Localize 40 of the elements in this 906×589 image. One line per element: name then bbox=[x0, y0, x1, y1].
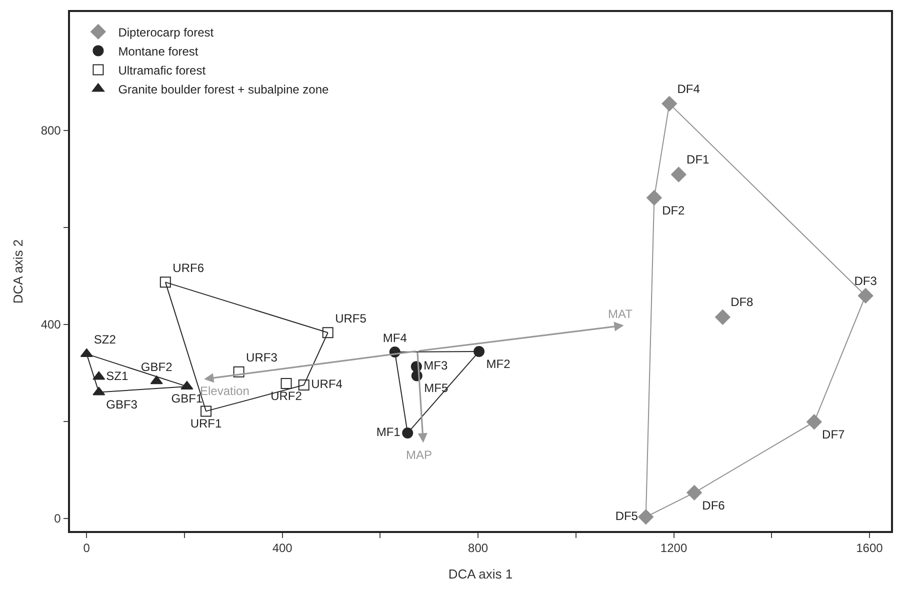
data-label: DF8 bbox=[730, 295, 754, 310]
data-label: URF5 bbox=[335, 311, 367, 326]
x-tick-label: 0 bbox=[83, 541, 90, 556]
x-axis-title: DCA axis 1 bbox=[448, 566, 513, 582]
data-label: MF1 bbox=[376, 425, 401, 440]
data-label: GBF2 bbox=[140, 360, 173, 374]
x-tick-label: 1200 bbox=[660, 541, 688, 556]
data-label: DF4 bbox=[677, 82, 700, 96]
data-label: DF1 bbox=[686, 152, 710, 167]
x-tick-label: 1600 bbox=[856, 541, 884, 556]
y-tick-label: 800 bbox=[40, 124, 62, 138]
data-label: MF2 bbox=[486, 356, 511, 371]
y-axis-title: DCA axis 2 bbox=[10, 239, 26, 304]
annotation: MAP bbox=[406, 448, 432, 462]
y-tick-label: 400 bbox=[40, 318, 62, 332]
legend-label: Granite boulder forest + subalpine zone bbox=[118, 82, 330, 96]
data-label: URF6 bbox=[172, 260, 204, 275]
data-label: DF3 bbox=[854, 274, 878, 288]
y-tick-label: 0 bbox=[54, 512, 62, 526]
data-label: DF2 bbox=[662, 204, 686, 218]
annotation: Elevation bbox=[200, 384, 250, 398]
data-label: URF1 bbox=[190, 416, 222, 430]
legend-label: Ultramafic forest bbox=[118, 63, 206, 78]
data-label: DF5 bbox=[615, 508, 638, 523]
data-label: DF6 bbox=[702, 498, 726, 513]
data-label: SZ2 bbox=[94, 332, 116, 347]
data-label: SZ1 bbox=[106, 368, 128, 383]
data-label: URF2 bbox=[270, 388, 302, 403]
data-label: URF4 bbox=[311, 377, 343, 391]
data-label: URF3 bbox=[246, 350, 278, 365]
data-label: MF3 bbox=[424, 358, 448, 373]
legend-label: Dipterocarp forest bbox=[118, 25, 214, 40]
data-label: GBF3 bbox=[106, 398, 138, 412]
x-tick-label: 800 bbox=[468, 541, 488, 556]
data-label: DF7 bbox=[822, 428, 846, 442]
annotation: MAT bbox=[608, 307, 634, 321]
x-tick-label: 400 bbox=[272, 541, 293, 556]
data-label: MF4 bbox=[382, 330, 408, 345]
data-label: MF5 bbox=[424, 381, 448, 396]
legend-label: Montane forest bbox=[118, 44, 199, 58]
